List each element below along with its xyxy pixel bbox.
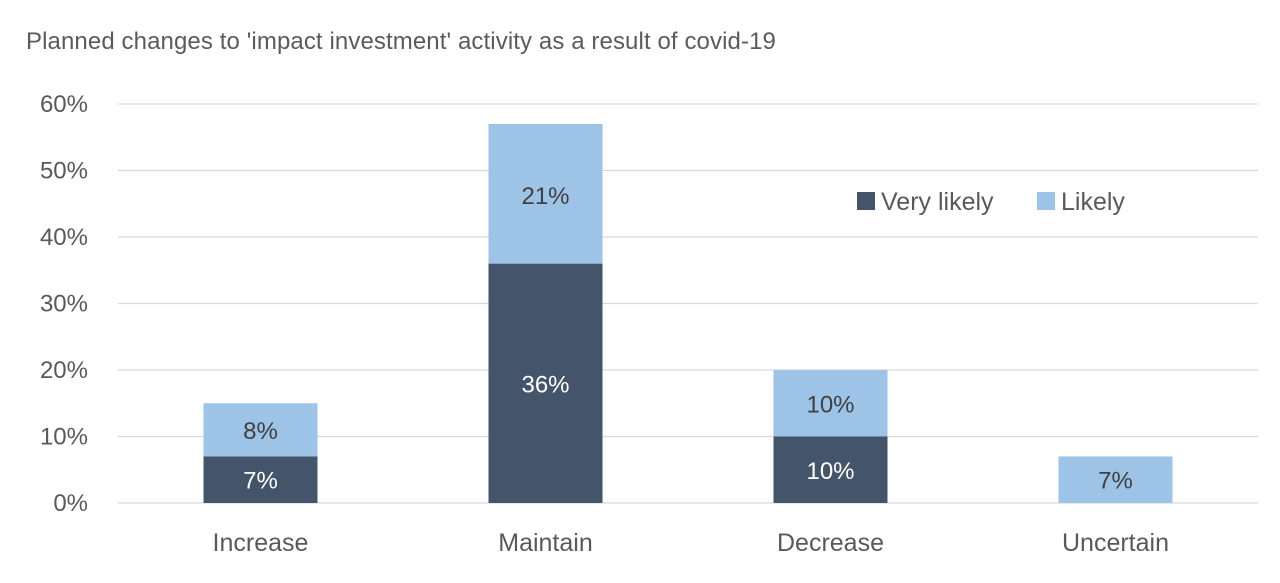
legend-swatch [1037, 192, 1055, 210]
legend-swatch [857, 192, 875, 210]
data-label: 7% [1098, 468, 1133, 495]
bar-increase-very-likely [203, 456, 318, 503]
y-tick-label: 50% [40, 158, 88, 185]
data-label: 21% [521, 183, 569, 210]
x-axis: Increase Maintain Decrease Uncertain [213, 529, 1169, 557]
data-label: 36% [521, 371, 569, 398]
x-category-label: Decrease [777, 529, 884, 557]
x-category-label: Maintain [498, 529, 593, 557]
data-label: 7% [243, 468, 278, 495]
y-tick-label: 30% [40, 291, 88, 318]
data-label: 8% [243, 418, 278, 445]
bar-decrease-very-likely [773, 436, 888, 503]
y-tick-label: 20% [40, 357, 88, 384]
legend: Very likely Likely [857, 188, 1125, 216]
y-tick-label: 40% [40, 224, 88, 251]
bar-maintain-likely [488, 123, 603, 264]
bars: 7% 8% 36% 21% 10% 10% 7% [203, 123, 1173, 503]
bar-increase-likely [203, 403, 318, 457]
bar-decrease-likely [773, 370, 888, 437]
x-category-label: Uncertain [1062, 529, 1169, 557]
bar-uncertain-likely [1058, 456, 1173, 503]
data-label: 10% [806, 391, 854, 418]
legend-label: Very likely [881, 188, 994, 216]
y-tick-label: 10% [40, 424, 88, 451]
x-category-label: Increase [213, 529, 309, 557]
y-tick-label: 0% [53, 490, 88, 517]
y-axis: 0% 10% 20% 30% 40% 50% 60% [40, 91, 88, 517]
data-label: 10% [806, 458, 854, 485]
bar-maintain-very-likely [488, 263, 603, 503]
legend-label: Likely [1061, 188, 1125, 216]
y-tick-label: 60% [40, 91, 88, 118]
chart-title: Planned changes to 'impact investment' a… [26, 28, 776, 55]
